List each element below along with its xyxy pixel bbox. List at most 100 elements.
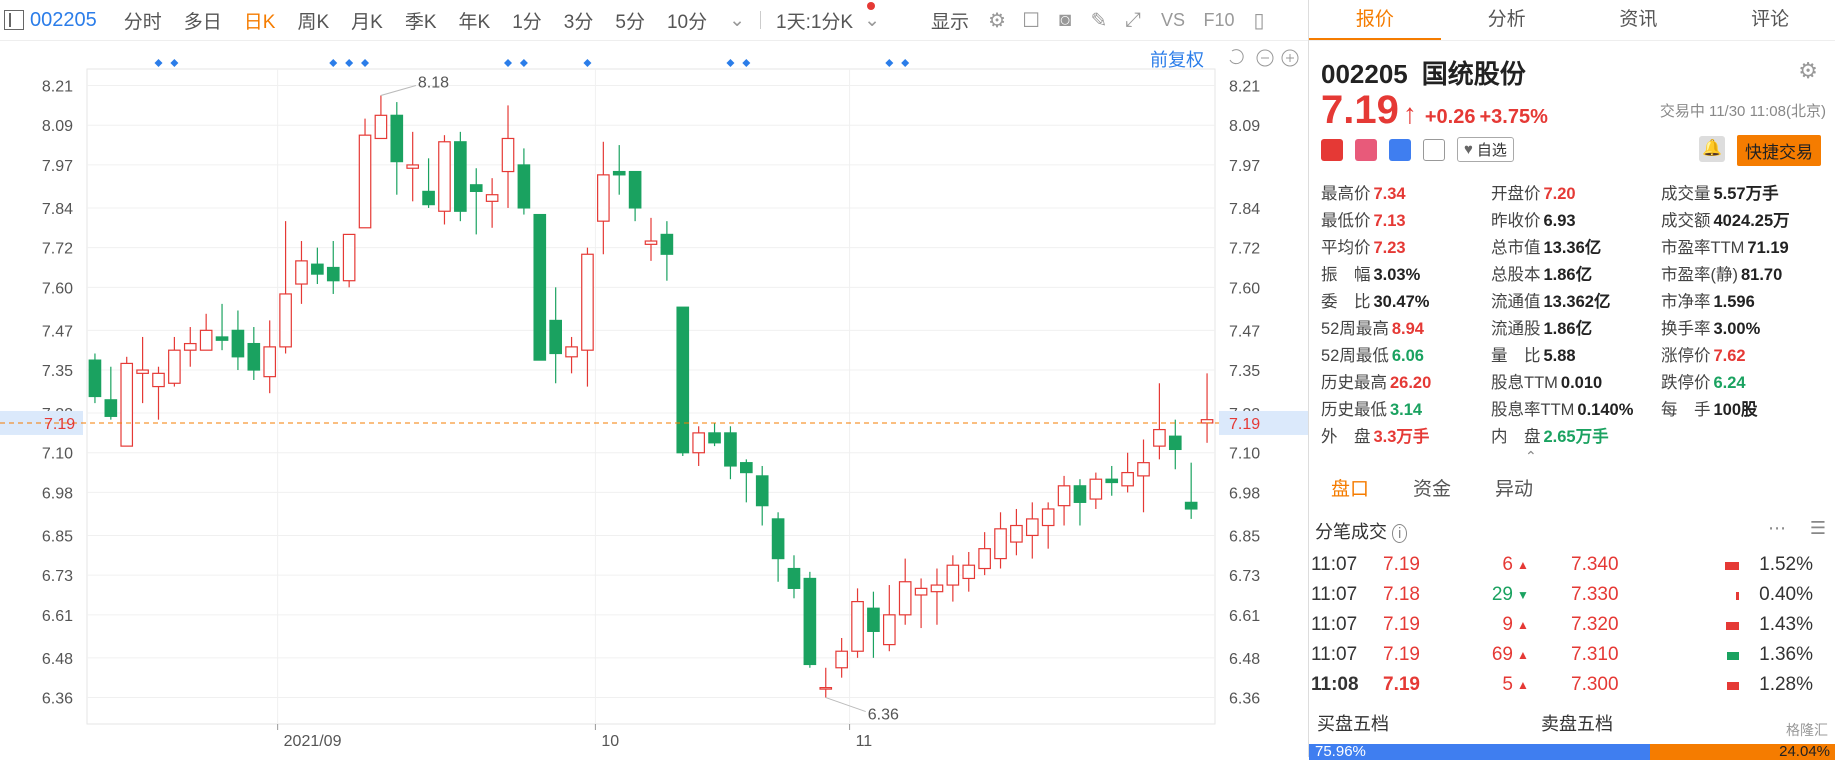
tick-v: 9 [1502, 614, 1513, 635]
y-tick-label-left: 7.60 [42, 280, 73, 297]
gear-icon[interactable]: ⚙ [988, 9, 1007, 32]
quote-value: 100股 [1713, 401, 1758, 419]
candlestick-chart[interactable]: 8.21 8.21 8.09 8.09 7.97 7.97 7.84 7.84 7.72 7.72… [0, 41, 1308, 757]
chevron-down-icon[interactable]: ⌄ [864, 9, 881, 31]
period-tab[interactable]: 日K [243, 11, 276, 33]
quote-key: 成交额 [1661, 212, 1711, 230]
vs-icon[interactable]: VS [1161, 9, 1186, 30]
period-tab[interactable]: 10分 [666, 11, 708, 33]
right-tab[interactable]: 分析 [1487, 9, 1526, 30]
lightning-icon[interactable] [1355, 138, 1377, 161]
dist-bar [1681, 554, 1741, 576]
bottom-tab[interactable]: 异动 [1495, 479, 1534, 500]
period-tab[interactable]: 分时 [123, 11, 162, 33]
quote-value: 7.34 [1373, 185, 1406, 203]
x-tick-label: 2021/09 [284, 733, 342, 750]
dist-pct: 1.36% [1759, 644, 1813, 665]
period-tab[interactable]: 1分 [512, 11, 542, 33]
fullscreen-icon[interactable]: ⤢ [1125, 8, 1142, 31]
tick-p: 7.19 [1383, 644, 1420, 665]
quote-value: 1.596 [1713, 293, 1755, 311]
event-marker-icon [726, 59, 735, 67]
quote-value: 1.86亿 [1543, 320, 1593, 338]
candle-body [183, 342, 197, 351]
candle-body [152, 372, 165, 388]
tick-list: 11:07 7.19 6 ▲ 11:07 7.18 29 ▼ 11:07 7.19 9 ▲ 11:07 7… [1309, 550, 1549, 700]
candle-body [771, 518, 785, 560]
right-tab[interactable]: 报价 [1309, 0, 1441, 40]
quote-key: 股息TTM [1491, 374, 1558, 392]
panel-icon[interactable]: ▯ [1253, 9, 1265, 32]
camera-icon[interactable]: ◙ [1059, 8, 1072, 31]
candle-body [120, 362, 134, 447]
bottom-tab[interactable]: 盘口 [1331, 479, 1370, 500]
y-tick-label-right: 8.09 [1229, 118, 1260, 135]
quote-key: 流通值 [1491, 293, 1541, 311]
note-icon[interactable] [1423, 138, 1445, 161]
min-price-label: 6.36 [868, 707, 899, 724]
y-tick-label-left: 6.85 [42, 528, 73, 545]
event-marker-icon [329, 59, 338, 67]
period-tab[interactable]: 多日 [183, 11, 222, 33]
y-tick-label-right: 7.72 [1229, 241, 1260, 258]
plot-border [86, 68, 1216, 725]
bottom-tab[interactable]: 资金 [1413, 479, 1452, 500]
quote-cell: 总股本 1.86亿 [1491, 261, 1661, 288]
candle-body [358, 134, 372, 229]
more-icon[interactable]: ⋯ [1768, 518, 1786, 538]
bell-icon[interactable]: 🔔 [1699, 136, 1725, 162]
y-tick-label-right: 7.10 [1229, 446, 1260, 463]
event-marker-icon [885, 59, 894, 67]
period-tab[interactable]: 月K [351, 11, 383, 33]
period-tab[interactable]: 季K [404, 11, 437, 33]
current-price-tag-right: 7.19 [1229, 416, 1260, 433]
quote-cell: 流通股 1.86亿 [1491, 315, 1661, 342]
fast-trade-button[interactable]: 快捷交易 [1737, 135, 1821, 166]
square-icon[interactable]: ☐ [1022, 9, 1041, 32]
quote-cell: 股息TTM 0.010 [1491, 369, 1661, 396]
quote-key: 外 盘 [1321, 428, 1371, 446]
quote-value: 6.24 [1713, 374, 1746, 392]
quote-key: 最低价 [1321, 212, 1371, 230]
period-tab[interactable]: 5分 [615, 11, 645, 33]
quote-value: 71.19 [1747, 239, 1789, 257]
event-marker-icon [154, 59, 163, 67]
tick-row: 11:07 7.18 29 ▼ [1309, 580, 1549, 610]
period-tab[interactable]: 周K [297, 11, 330, 33]
quote-cell: 跌停价 6.24 [1661, 369, 1831, 396]
stock-code[interactable]: 002205 [30, 8, 97, 31]
f10-icon[interactable]: F10 [1203, 9, 1235, 30]
quote-cell: 量 比 5.88 [1491, 342, 1661, 369]
candle-body [311, 263, 324, 275]
add-watchlist-button[interactable]: ♥ 自选 [1457, 137, 1514, 162]
adjust-type[interactable]: 前复权 [1150, 50, 1204, 70]
info-icon[interactable]: i [1392, 524, 1408, 543]
period-select[interactable]: 1天:1分K [776, 11, 854, 33]
pencil-icon[interactable]: ✎ [1090, 9, 1108, 32]
tag-icon[interactable] [1389, 138, 1411, 161]
right-tab[interactable]: 资讯 [1619, 9, 1658, 30]
tick-v: 5 [1502, 674, 1513, 695]
right-tab[interactable]: 评论 [1751, 9, 1790, 30]
collapse-icon[interactable]: ⌃ [1525, 448, 1537, 464]
sidebar-toggle-icon[interactable] [4, 10, 24, 30]
quote-value: 0.140% [1577, 401, 1634, 419]
candle-body [1010, 524, 1023, 543]
gear-icon[interactable]: ⚙ [1798, 58, 1818, 83]
quote-cell: 涨停价 7.62 [1661, 342, 1831, 369]
period-tab[interactable]: 年K [458, 11, 491, 33]
candle-body [882, 614, 896, 646]
china-flag-icon[interactable] [1321, 138, 1343, 161]
quote-value: 6.93 [1543, 212, 1576, 230]
candle-body [390, 114, 404, 163]
candle-body [374, 114, 388, 140]
dist-bar-fill [1736, 592, 1739, 600]
chevron-down-icon[interactable]: ⌄ [729, 9, 746, 31]
period-tab[interactable]: 3分 [563, 11, 594, 33]
tick-v: 69 [1491, 644, 1513, 665]
display-button[interactable]: 显示 [931, 11, 970, 33]
candle-body [803, 577, 817, 666]
quote-key: 市盈率(静) [1661, 266, 1738, 284]
dist-price: 7.320 [1571, 614, 1619, 635]
list-icon[interactable]: ☰ [1809, 518, 1826, 538]
